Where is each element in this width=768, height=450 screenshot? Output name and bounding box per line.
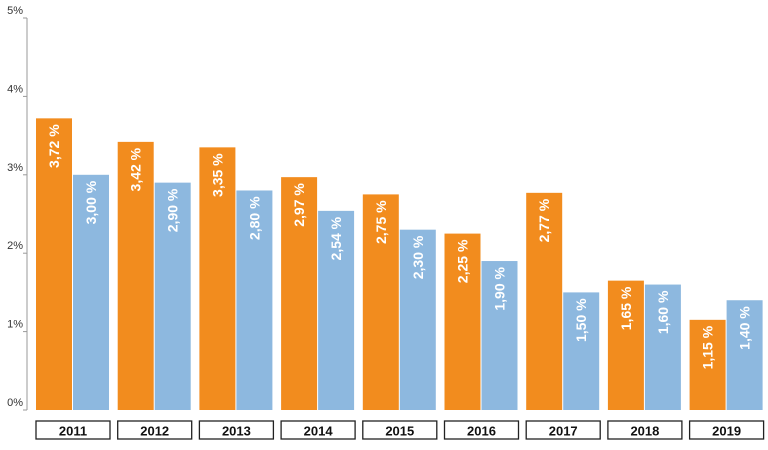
- bar-value-label: 3,72 %: [46, 124, 62, 168]
- category-label: 2019: [712, 424, 741, 439]
- y-tick-label: 1%: [7, 319, 23, 331]
- bar: [73, 174, 109, 410]
- bar: [117, 141, 154, 410]
- bar: [154, 182, 191, 410]
- y-tick-label: 3%: [7, 162, 23, 174]
- category-label: 2012: [140, 424, 169, 439]
- bar: [481, 261, 518, 410]
- bar: [607, 280, 644, 410]
- y-tick-label: 2%: [7, 240, 23, 252]
- bar-value-label: 2,54 %: [328, 216, 344, 260]
- y-tick-label: 4%: [7, 83, 23, 95]
- bar-value-label: 1,90 %: [492, 266, 508, 310]
- x-axis-categories: 2011 2012 2013 2014 2015 2016 2017 2018 2019: [35, 420, 765, 440]
- bar-value-label: 2,90 %: [165, 188, 181, 232]
- category-box: [198, 420, 275, 440]
- category-box: [525, 420, 601, 440]
- y-tick-label: 5%: [7, 5, 23, 17]
- y-axis: 0% 1% 2% 3% 4% 5%: [7, 5, 28, 411]
- category-label: 2018: [630, 424, 659, 439]
- bar: [726, 300, 763, 410]
- category-box: [280, 420, 356, 440]
- bar: [444, 233, 481, 410]
- bar-value-label: 2,25 %: [455, 239, 471, 283]
- y-tick-label: 0%: [7, 397, 23, 409]
- bar: [236, 190, 273, 410]
- bar: [362, 194, 399, 410]
- bar: [563, 292, 600, 410]
- bar: [318, 210, 355, 410]
- bar: [689, 319, 726, 410]
- category-label: 2015: [385, 424, 414, 439]
- bar: [644, 284, 681, 410]
- bar-value-label: 1,40 %: [737, 306, 753, 350]
- bar: [36, 118, 72, 411]
- category-box: [688, 420, 765, 440]
- bar: [199, 147, 236, 411]
- bar-value-label: 2,77 %: [536, 198, 552, 242]
- bar-value-label: 3,35 %: [209, 153, 225, 197]
- category-box: [443, 420, 520, 440]
- bar: [526, 192, 563, 410]
- bar-value-label: 2,75 %: [373, 200, 389, 244]
- bar-value-label: 1,15 %: [700, 325, 716, 369]
- category-box: [35, 420, 111, 440]
- bar-value-label: 2,30 %: [410, 235, 426, 279]
- bar-value-label: 1,65 %: [618, 286, 634, 330]
- bar-value-label: 3,42 %: [128, 147, 144, 191]
- category-box: [607, 420, 683, 440]
- bar: [399, 229, 436, 410]
- bar-value-label: 2,80 %: [246, 196, 262, 240]
- category-label: 2014: [304, 424, 334, 439]
- category-label: 2011: [59, 424, 87, 439]
- category-box: [117, 420, 193, 440]
- bar-value-label: 2,97 %: [291, 183, 307, 227]
- category-box: [362, 420, 438, 440]
- bar-value-label: 1,50 %: [573, 298, 589, 342]
- category-label: 2016: [467, 424, 496, 439]
- bar-value-label: 1,60 %: [655, 290, 671, 334]
- bar-value-label: 3,00 %: [83, 180, 99, 224]
- category-label: 2017: [549, 424, 578, 439]
- category-label: 2013: [222, 424, 251, 439]
- bars: 3,72 % 3,00 % 3,42 % 2,90 % 3,35 % 2,80 % 2,97…: [36, 118, 763, 411]
- bar: [281, 177, 318, 410]
